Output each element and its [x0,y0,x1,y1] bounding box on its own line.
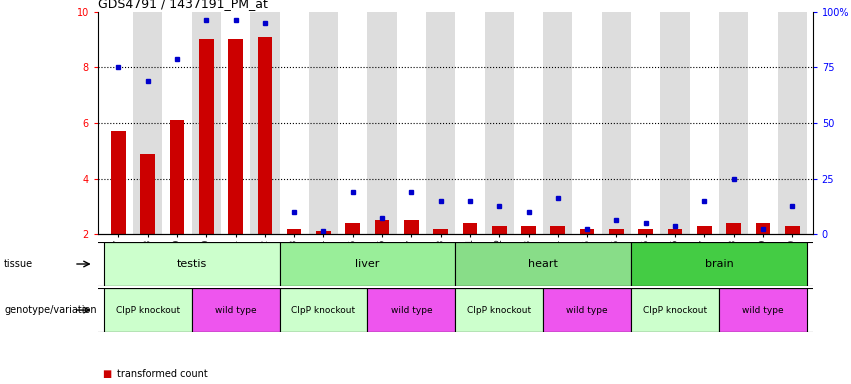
Bar [631,12,660,234]
Bar [543,12,573,234]
Bar [316,232,331,234]
Bar [104,242,279,286]
Text: ClpP knockout: ClpP knockout [116,306,180,314]
Bar [221,12,250,234]
Text: tissue: tissue [4,259,33,269]
Bar [602,12,631,234]
Bar [374,220,390,234]
Bar [163,12,191,234]
Bar [756,223,770,234]
Bar [111,131,126,234]
Bar [609,229,624,234]
Bar [484,12,514,234]
Bar [631,288,719,332]
Bar [455,242,631,286]
Bar [404,220,419,234]
Bar [169,120,185,234]
Bar [463,223,477,234]
Bar [426,12,455,234]
Text: transformed count: transformed count [117,369,208,379]
Text: wild type: wild type [214,306,256,314]
Bar [514,12,543,234]
Bar [338,12,368,234]
Bar [631,242,807,286]
Bar [279,288,368,332]
Bar [191,288,279,332]
Bar [287,229,301,234]
Bar [279,242,455,286]
Bar [551,226,565,234]
Text: liver: liver [355,259,380,269]
Bar [368,12,397,234]
Bar [279,12,309,234]
Text: ■: ■ [102,369,111,379]
Bar [455,288,543,332]
Bar [521,226,536,234]
Text: genotype/variation: genotype/variation [4,305,97,315]
Bar [638,229,653,234]
Bar [660,12,689,234]
Bar [697,226,711,234]
Bar [492,226,506,234]
Bar [258,36,272,234]
Bar [689,12,719,234]
Bar [368,288,455,332]
Text: wild type: wild type [742,306,784,314]
Bar [346,223,360,234]
Bar [778,12,807,234]
Bar [719,288,807,332]
Bar [668,229,683,234]
Bar [719,12,748,234]
Text: ClpP knockout: ClpP knockout [643,306,707,314]
Bar [309,12,338,234]
Bar [543,288,631,332]
Bar [250,12,279,234]
Text: GDS4791 / 1437191_PM_at: GDS4791 / 1437191_PM_at [98,0,268,10]
Text: ClpP knockout: ClpP knockout [291,306,356,314]
Bar [726,223,741,234]
Text: ClpP knockout: ClpP knockout [467,306,531,314]
Text: heart: heart [528,259,558,269]
Bar [104,12,133,234]
Bar [455,12,484,234]
Bar [748,12,778,234]
Bar [573,12,602,234]
Text: wild type: wild type [391,306,432,314]
Bar [580,229,595,234]
Bar [397,12,426,234]
Bar [433,229,448,234]
Text: wild type: wild type [566,306,608,314]
Bar [133,12,163,234]
Text: testis: testis [176,259,207,269]
Bar [199,40,214,234]
Bar [228,40,243,234]
Bar [140,154,155,234]
Bar [191,12,221,234]
Bar [785,226,800,234]
Text: brain: brain [705,259,734,269]
Bar [104,288,191,332]
